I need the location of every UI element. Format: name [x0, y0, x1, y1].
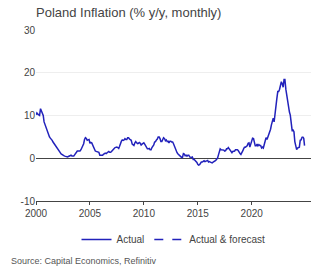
svg-text:2015: 2015	[187, 208, 210, 219]
svg-text:Actual & forecast: Actual & forecast	[189, 234, 265, 245]
svg-text:2020: 2020	[241, 208, 264, 219]
svg-text:-10: -10	[21, 196, 36, 207]
svg-text:Source: Capital Economics, Ref: Source: Capital Economics, Refinitiv	[11, 256, 157, 266]
svg-text:10: 10	[24, 110, 36, 121]
svg-text:30: 30	[24, 25, 36, 36]
svg-text:2005: 2005	[79, 208, 102, 219]
svg-text:20: 20	[24, 67, 36, 78]
svg-text:Poland Inflation (% y/y, month: Poland Inflation (% y/y, monthly)	[36, 5, 221, 20]
svg-text:2000: 2000	[25, 208, 48, 219]
svg-text:0: 0	[29, 153, 35, 164]
svg-text:2010: 2010	[133, 208, 156, 219]
svg-text:Actual: Actual	[117, 234, 145, 245]
